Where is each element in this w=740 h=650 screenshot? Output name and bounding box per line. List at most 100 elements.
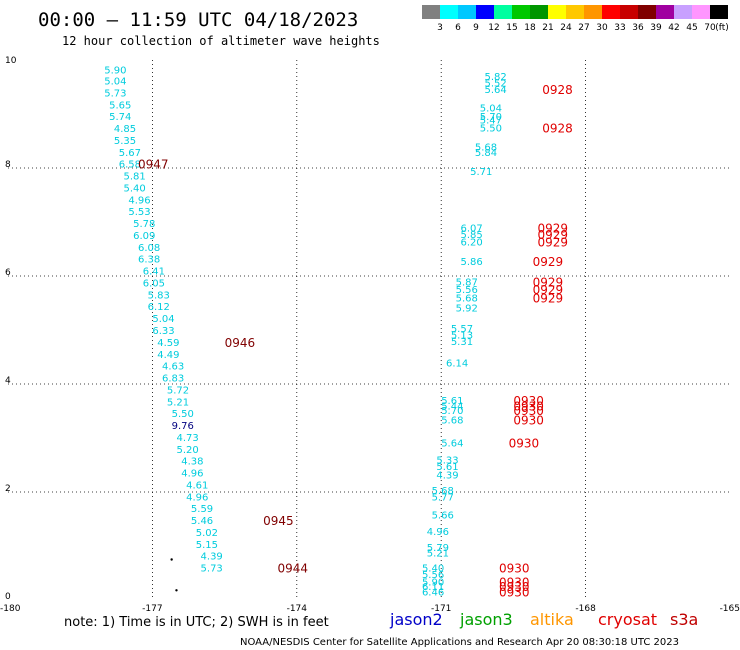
wave-height-value: 4.96 <box>427 527 449 538</box>
pass-time-label: 0930 <box>513 400 544 414</box>
wave-height-value: 4.63 <box>162 362 184 373</box>
wave-height-value: 5.04 <box>480 104 502 115</box>
pass-time-label: 0930 <box>499 576 530 590</box>
wave-height-value: 5.56 <box>456 285 478 296</box>
colorbar-swatch <box>710 5 728 19</box>
pass-time-label: 0947 <box>138 158 169 172</box>
wave-height-value: 5.73 <box>201 564 223 575</box>
pass-time-label: 0930 <box>509 436 540 450</box>
wave-height-value: 5.35 <box>114 136 136 147</box>
y-tick-label: 6 <box>5 268 11 278</box>
pass-time-label: 0946 <box>225 336 256 350</box>
x-tick-label: -180 <box>0 604 21 614</box>
wave-height-value: 5.67 <box>119 148 141 159</box>
wave-height-value: 6.58 <box>119 160 141 171</box>
colorbar-swatch <box>422 5 440 19</box>
pass-time-label: 0930 <box>513 414 544 428</box>
pass-time-label: 0930 <box>499 562 530 576</box>
wave-height-value: 5.61 <box>436 462 458 473</box>
pass-time-label: 0930 <box>513 394 544 408</box>
colorbar-label: 15 <box>506 23 517 33</box>
colorbar-label: 6 <box>455 23 461 33</box>
wave-height-value: 6.46 <box>422 587 444 598</box>
plot-grid <box>8 60 730 600</box>
colorbar-label: 27 <box>578 23 589 33</box>
wave-height-value: 5.85 <box>460 230 482 241</box>
observation-dot <box>170 558 173 561</box>
wave-height-value: 5.64 <box>485 85 507 96</box>
wave-height-value: 5.90 <box>422 578 444 589</box>
pass-time-label: 0928 <box>542 83 573 97</box>
wave-height-value: 6.12 <box>148 302 170 313</box>
wave-height-value: 5.04 <box>104 77 126 88</box>
wave-height-value: 5.59 <box>191 504 213 515</box>
wave-height-value: 5.92 <box>456 303 478 314</box>
pass-time-label: 0929 <box>533 283 564 297</box>
color-scale-legend: 3 6 9 12 15 18 21 24 27 30 33 36 39 42 45 70 (ft) <box>422 5 729 33</box>
wave-height-value: 4.96 <box>186 492 208 503</box>
wave-height-value: 5.44 <box>441 402 463 413</box>
wave-height-value: 6.83 <box>162 374 184 385</box>
wave-height-value: 6.41 <box>143 267 165 278</box>
wave-height-value: 5.40 <box>422 564 444 575</box>
wave-height-value: 6.33 <box>152 326 174 337</box>
wave-height-value: 9.76 <box>172 421 194 432</box>
colorbar-label: 21 <box>542 23 553 33</box>
colorbar-swatch <box>476 5 494 19</box>
wave-height-value: 5.20 <box>176 445 198 456</box>
x-tick-label: -171 <box>431 604 451 614</box>
wave-height-value: 5.68 <box>432 486 454 497</box>
pass-time-label: 0945 <box>263 514 294 528</box>
wave-height-value: 5.04 <box>152 314 174 325</box>
wave-height-value: 5.70 <box>441 406 463 417</box>
mission-s3a: s3a <box>670 610 698 629</box>
wave-height-value: 6.20 <box>460 237 482 248</box>
wave-height-value: 4.85 <box>114 124 136 135</box>
wave-height-value: 5.78 <box>133 219 155 230</box>
colorbar-swatch <box>692 5 710 19</box>
wave-height-value: 5.90 <box>104 66 126 77</box>
footnote: note: 1) Time is in UTC; 2) SWH is in fe… <box>64 615 329 630</box>
x-tick-label: -165 <box>720 604 740 614</box>
colorbar-label: 33 <box>614 23 625 33</box>
wave-height-value: 4.96 <box>181 469 203 480</box>
colorbar-swatch <box>620 5 638 19</box>
colorbar-label: 3 <box>437 23 443 33</box>
wave-height-value: 5.64 <box>441 438 463 449</box>
wave-height-value: 5.15 <box>196 540 218 551</box>
axis-ticks: -180 -177 -174 -171 -168 -165 0 2 4 6 8 10 <box>0 56 740 614</box>
wave-height-value: 5.02 <box>196 528 218 539</box>
wave-height-value: 5.68 <box>475 142 497 153</box>
colorbar-swatch <box>638 5 656 19</box>
wave-height-value: 5.21 <box>427 548 449 559</box>
wave-height-value: 5.57 <box>451 324 473 335</box>
colorbar-swatch <box>674 5 692 19</box>
wave-height-value: 6.07 <box>460 223 482 234</box>
x-tick-label: -177 <box>142 604 162 614</box>
colorbar-label: 45 <box>686 23 697 33</box>
wave-height-value: 4.96 <box>128 195 150 206</box>
wave-height-value: 5.66 <box>432 511 454 522</box>
wave-height-value: 6.05 <box>143 278 165 289</box>
pass-time-label: 0929 <box>537 228 568 242</box>
wave-height-value: 6.09 <box>133 231 155 242</box>
observation-dot <box>175 589 178 592</box>
colorbar-swatch <box>548 5 566 19</box>
wave-height-value: 5.46 <box>191 516 213 527</box>
wave-height-value: 5.50 <box>172 409 194 420</box>
wave-height-value: 5.21 <box>167 397 189 408</box>
chart-title: 00:00 — 11:59 UTC 04/18/2023 <box>38 9 358 31</box>
y-tick-label: 10 <box>5 56 17 66</box>
wave-height-value: 4.38 <box>181 457 203 468</box>
wave-height-value: 5.70 <box>480 112 502 123</box>
colorbar-label: 42 <box>668 23 679 33</box>
chart-subtitle: 12 hour collection of altimeter wave hei… <box>62 34 380 48</box>
wave-height-value: 4.61 <box>186 480 208 491</box>
mission-jason3: jason3 <box>459 610 513 629</box>
colorbar-swatch <box>602 5 620 19</box>
wave-height-value: 5.33 <box>436 456 458 467</box>
pass-time-label: 0929 <box>533 292 564 306</box>
wave-height-value: 5.31 <box>451 337 473 348</box>
colorbar-swatch <box>566 5 584 19</box>
wave-height-value: 4.49 <box>157 350 179 361</box>
